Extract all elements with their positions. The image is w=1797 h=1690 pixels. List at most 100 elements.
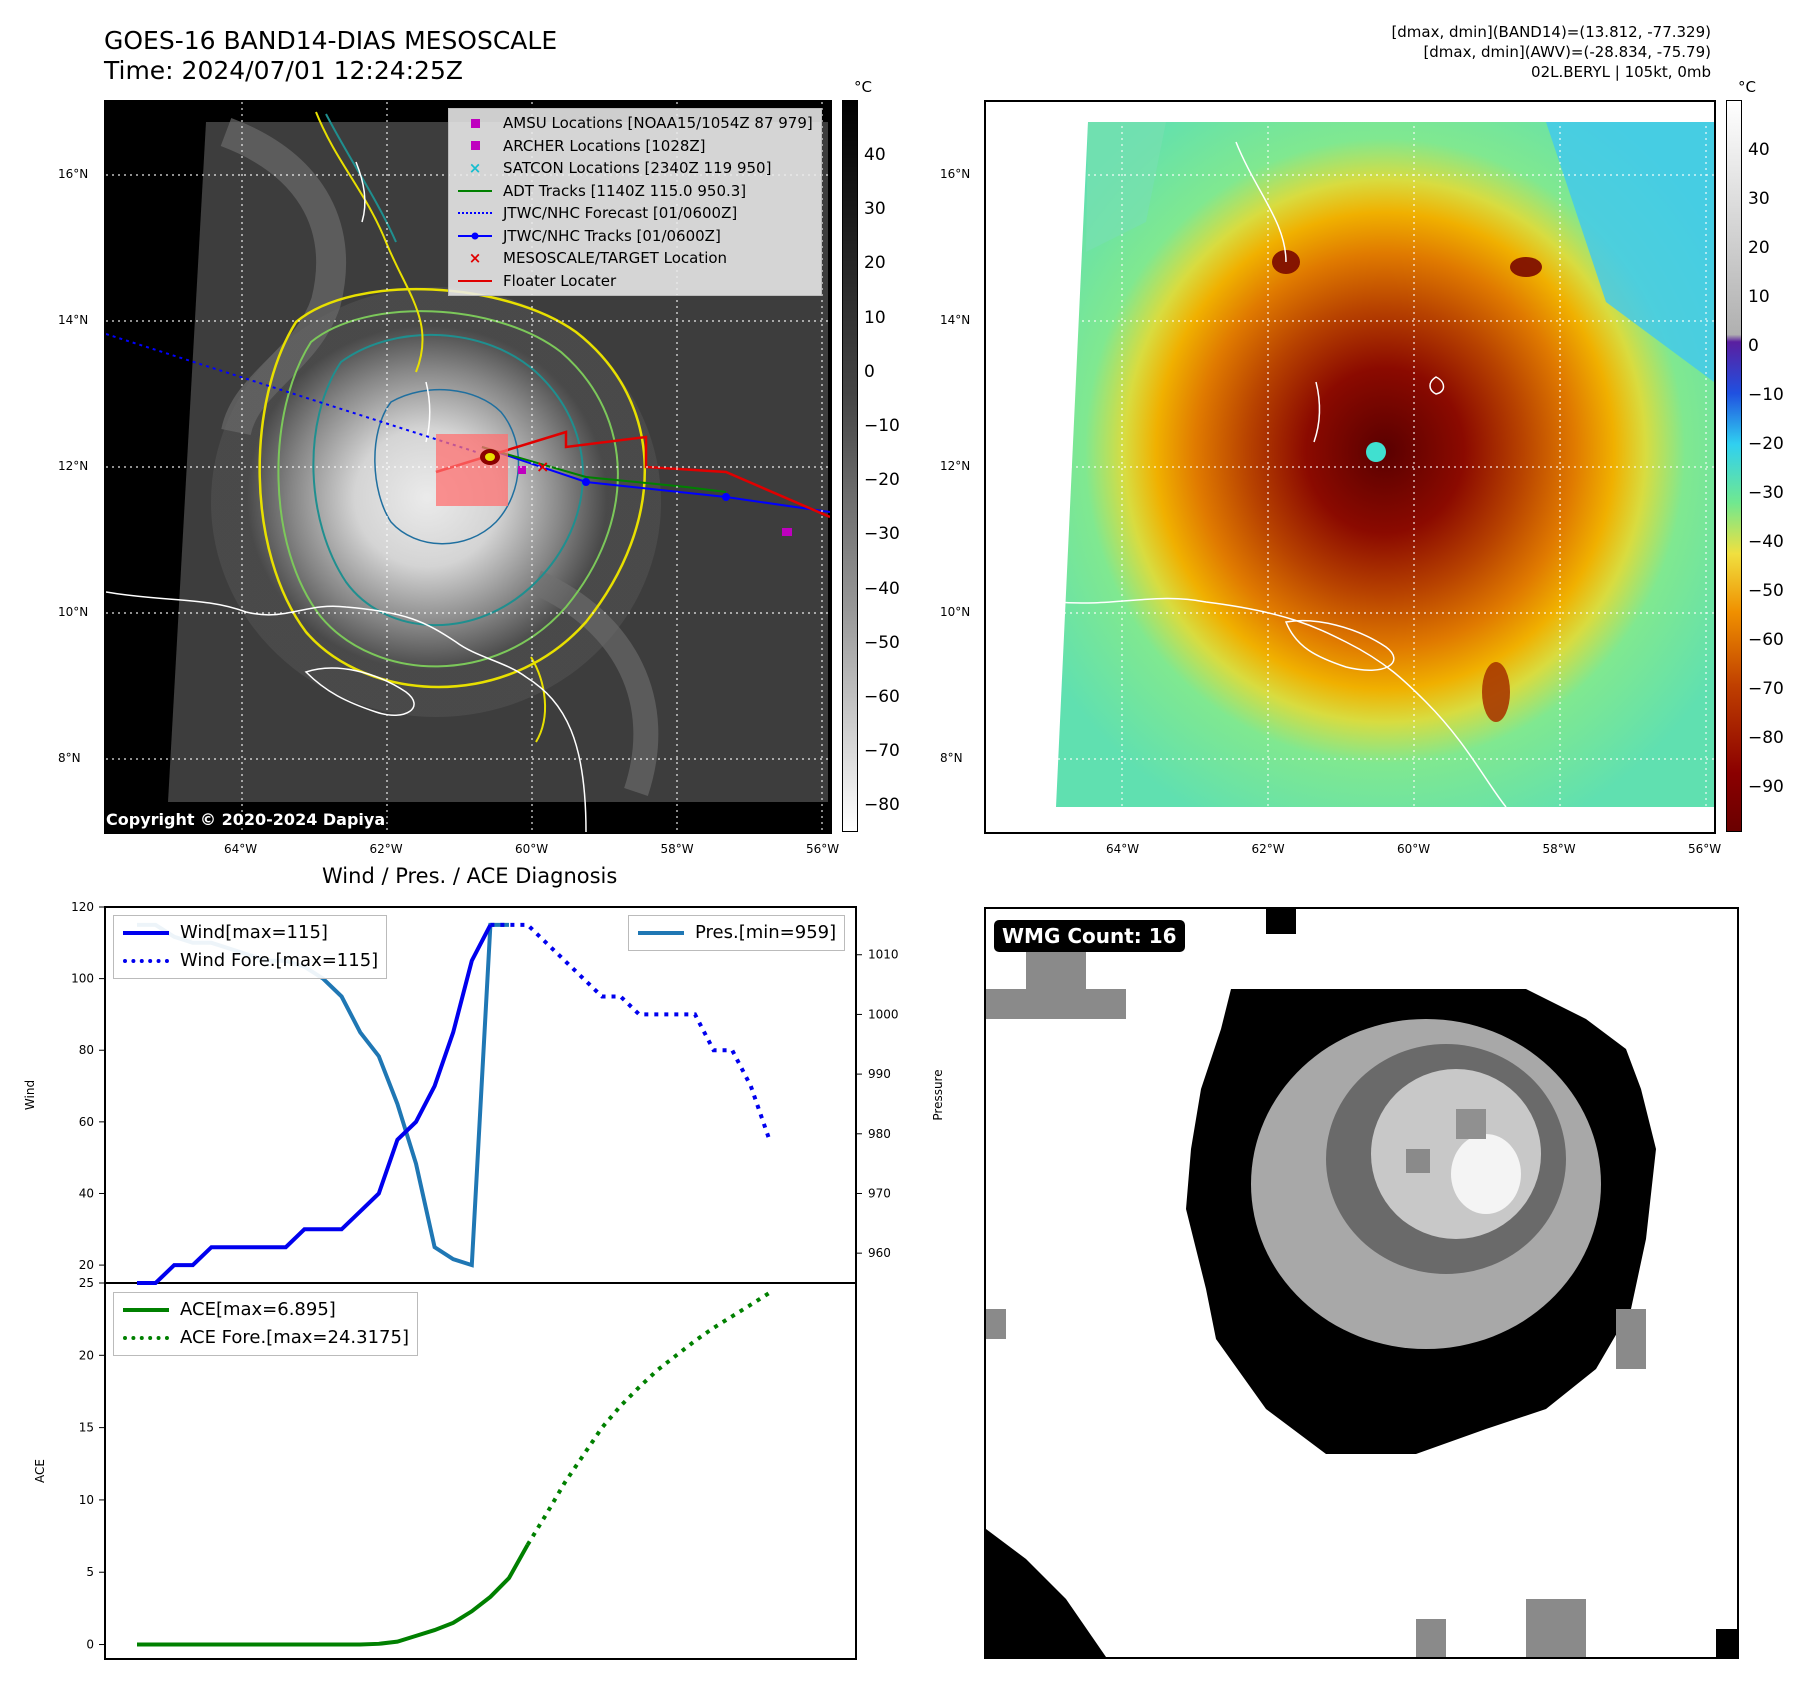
legend-item-target: × MESOSCALE/TARGET Location (457, 247, 813, 270)
colorbar-tick: −60 (864, 687, 900, 707)
latitude-label: 8°N (58, 751, 81, 765)
legend-item-ace-forecast: ACE Fore.[max=24.3175] (122, 1324, 409, 1352)
colorbar-tick: −70 (864, 741, 900, 762)
latitude-label: 16°N (940, 167, 971, 181)
legend-label: ADT Tracks [1140Z 115.0 950.3] (503, 181, 747, 200)
left-ir-map: × AMSU Locations [NOAA15/1054Z 87 979] A… (104, 100, 832, 834)
legend-label: Wind[max=115] (180, 922, 328, 943)
colorbar-tick: −80 (1748, 728, 1784, 748)
longitude-label: 56°W (806, 842, 840, 856)
colorbar-tick: −30 (1748, 483, 1784, 503)
colorbar-tick: −80 (864, 795, 900, 816)
right-colorbar-gradient (1726, 100, 1742, 832)
colorbar-tick: −50 (864, 632, 900, 653)
legend-item-ace: ACE[max=6.895] (122, 1296, 409, 1324)
axis-tick-label: 0 (86, 1638, 94, 1652)
longitude-label: 56°W (1688, 842, 1722, 856)
colorbar-tick: −40 (864, 578, 900, 599)
legend-label: SATCON Locations [2340Z 119 950] (503, 159, 772, 177)
wind-series-line (137, 923, 493, 1285)
colorbar-tick: −60 (1748, 630, 1784, 650)
axis-tick-label: 40 (79, 1186, 94, 1200)
info-line-3: 02L.BERYL | 105kt, 0mb (1531, 63, 1711, 81)
legend-label: Wind Fore.[max=115] (180, 950, 379, 971)
wind-legend: Wind[max=115] Wind Fore.[max=115] (113, 915, 388, 979)
legend-item-wind-forecast: Wind Fore.[max=115] (122, 947, 378, 975)
legend-label: JTWC/NHC Tracks [01/0600Z] (503, 226, 721, 245)
colorbar-tick: −30 (864, 524, 900, 545)
ace-legend: ACE[max=6.895] ACE Fore.[max=24.3175] (113, 1292, 418, 1356)
info-line-2: [dmax, dmin](AWV)=(-28.834, -75.79) (1423, 43, 1711, 61)
axis-tick-label: 25 (79, 1276, 94, 1290)
axis-tick-label: 20 (79, 1348, 94, 1362)
legend-item-wind: Wind[max=115] (122, 919, 378, 947)
colorbar-tick: −40 (1748, 532, 1784, 552)
axis-tick-label: 15 (79, 1421, 94, 1435)
longitude-label: 62°W (369, 842, 403, 856)
colorbar-tick: 40 (864, 145, 886, 165)
latitude-label: 12°N (58, 459, 89, 473)
axis-tick-label: 990 (868, 1067, 891, 1081)
axis-tick-label: 5 (86, 1565, 94, 1579)
axis-tick-label: 20 (79, 1258, 94, 1272)
colorbar-tick: 10 (864, 307, 886, 328)
pressure-axis-label: Pressure (931, 1069, 945, 1120)
colorbar-tick: 20 (864, 253, 886, 274)
ace-series-line (137, 1543, 530, 1647)
axis-tick-label: 980 (868, 1127, 891, 1141)
longitude-label: 64°W (224, 842, 258, 856)
colorbar-tick: 30 (1748, 189, 1770, 209)
longitude-label: 60°W (1397, 842, 1431, 856)
latitude-label: 12°N (940, 459, 971, 473)
longitude-label: 58°W (1542, 842, 1576, 856)
axis-tick-label: 1000 (868, 1007, 899, 1021)
legend-item-adt: ADT Tracks [1140Z 115.0 950.3] (457, 180, 813, 203)
pressure-legend: Pres.[min=959] (628, 915, 846, 951)
axis-tick-label: 100 (71, 972, 94, 986)
diagnosis-title: Wind / Pres. / ACE Diagnosis (322, 864, 618, 888)
legend-item-floater: Floater Locater (457, 270, 813, 293)
longitude-label: 62°W (1251, 842, 1285, 856)
right-colorbar-unit: °C (1738, 78, 1756, 96)
legend-label: AMSU Locations [NOAA15/1054Z 87 979] (503, 114, 813, 132)
legend-item-tracks: JTWC/NHC Tracks [01/0600Z] (457, 225, 813, 248)
latitude-label: 16°N (58, 167, 89, 181)
colorbar-tick: 20 (1748, 238, 1770, 258)
legend-label: ACE Fore.[max=24.3175] (180, 1327, 409, 1348)
copyright-text: Copyright © 2020-2024 Dapiya (106, 810, 386, 829)
title-line-1: GOES-16 BAND14-DIAS MESOSCALE (104, 26, 558, 55)
right-map-imagery (986, 102, 1714, 832)
axis-tick-label: 10 (79, 1493, 94, 1507)
axis-tick-label: 1010 (868, 948, 899, 962)
axis-tick-label: 960 (868, 1246, 891, 1260)
longitude-label: 64°W (1106, 842, 1140, 856)
latitude-label: 14°N (940, 313, 971, 327)
legend-label: Pres.[min=959] (695, 922, 837, 943)
colorbar-tick: −50 (1748, 581, 1784, 601)
wmg-panel (984, 907, 1739, 1659)
latitude-label: 14°N (58, 313, 89, 327)
title-line-2: Time: 2024/07/01 12:24:25Z (104, 56, 463, 85)
axis-tick-label: 120 (71, 900, 94, 914)
legend-label: ARCHER Locations [1028Z] (503, 136, 706, 155)
latitude-label: 8°N (940, 751, 963, 765)
colorbar-tick: −20 (864, 470, 900, 491)
colorbar-tick: −90 (1748, 777, 1784, 797)
ace-forecast-series-line (525, 1291, 771, 1546)
legend-label: ACE[max=6.895] (180, 1299, 336, 1320)
legend-label: Floater Locater (503, 271, 617, 290)
info-line-1: [dmax, dmin](BAND14)=(13.812, -77.329) (1391, 23, 1711, 41)
wind-axis-label: Wind (23, 1080, 37, 1110)
legend-item-amsu: AMSU Locations [NOAA15/1054Z 87 979] (457, 112, 813, 135)
track-legend: AMSU Locations [NOAA15/1054Z 87 979] ARC… (448, 108, 822, 296)
colorbar-tick: 0 (1748, 336, 1759, 356)
legend-item-archer: ARCHER Locations [1028Z] (457, 135, 813, 158)
axis-tick-label: 970 (868, 1186, 891, 1200)
colorbar-tick: −70 (1748, 679, 1784, 699)
colorbar-tick: 30 (864, 199, 886, 220)
legend-item-satcon: × SATCON Locations [2340Z 119 950] (457, 157, 813, 180)
colorbar-tick: 0 (864, 361, 875, 382)
intensity-info: [dmax, dmin](BAND14)=(13.812, -77.329) [… (1391, 22, 1711, 82)
colorbar-tick: −10 (864, 416, 900, 436)
